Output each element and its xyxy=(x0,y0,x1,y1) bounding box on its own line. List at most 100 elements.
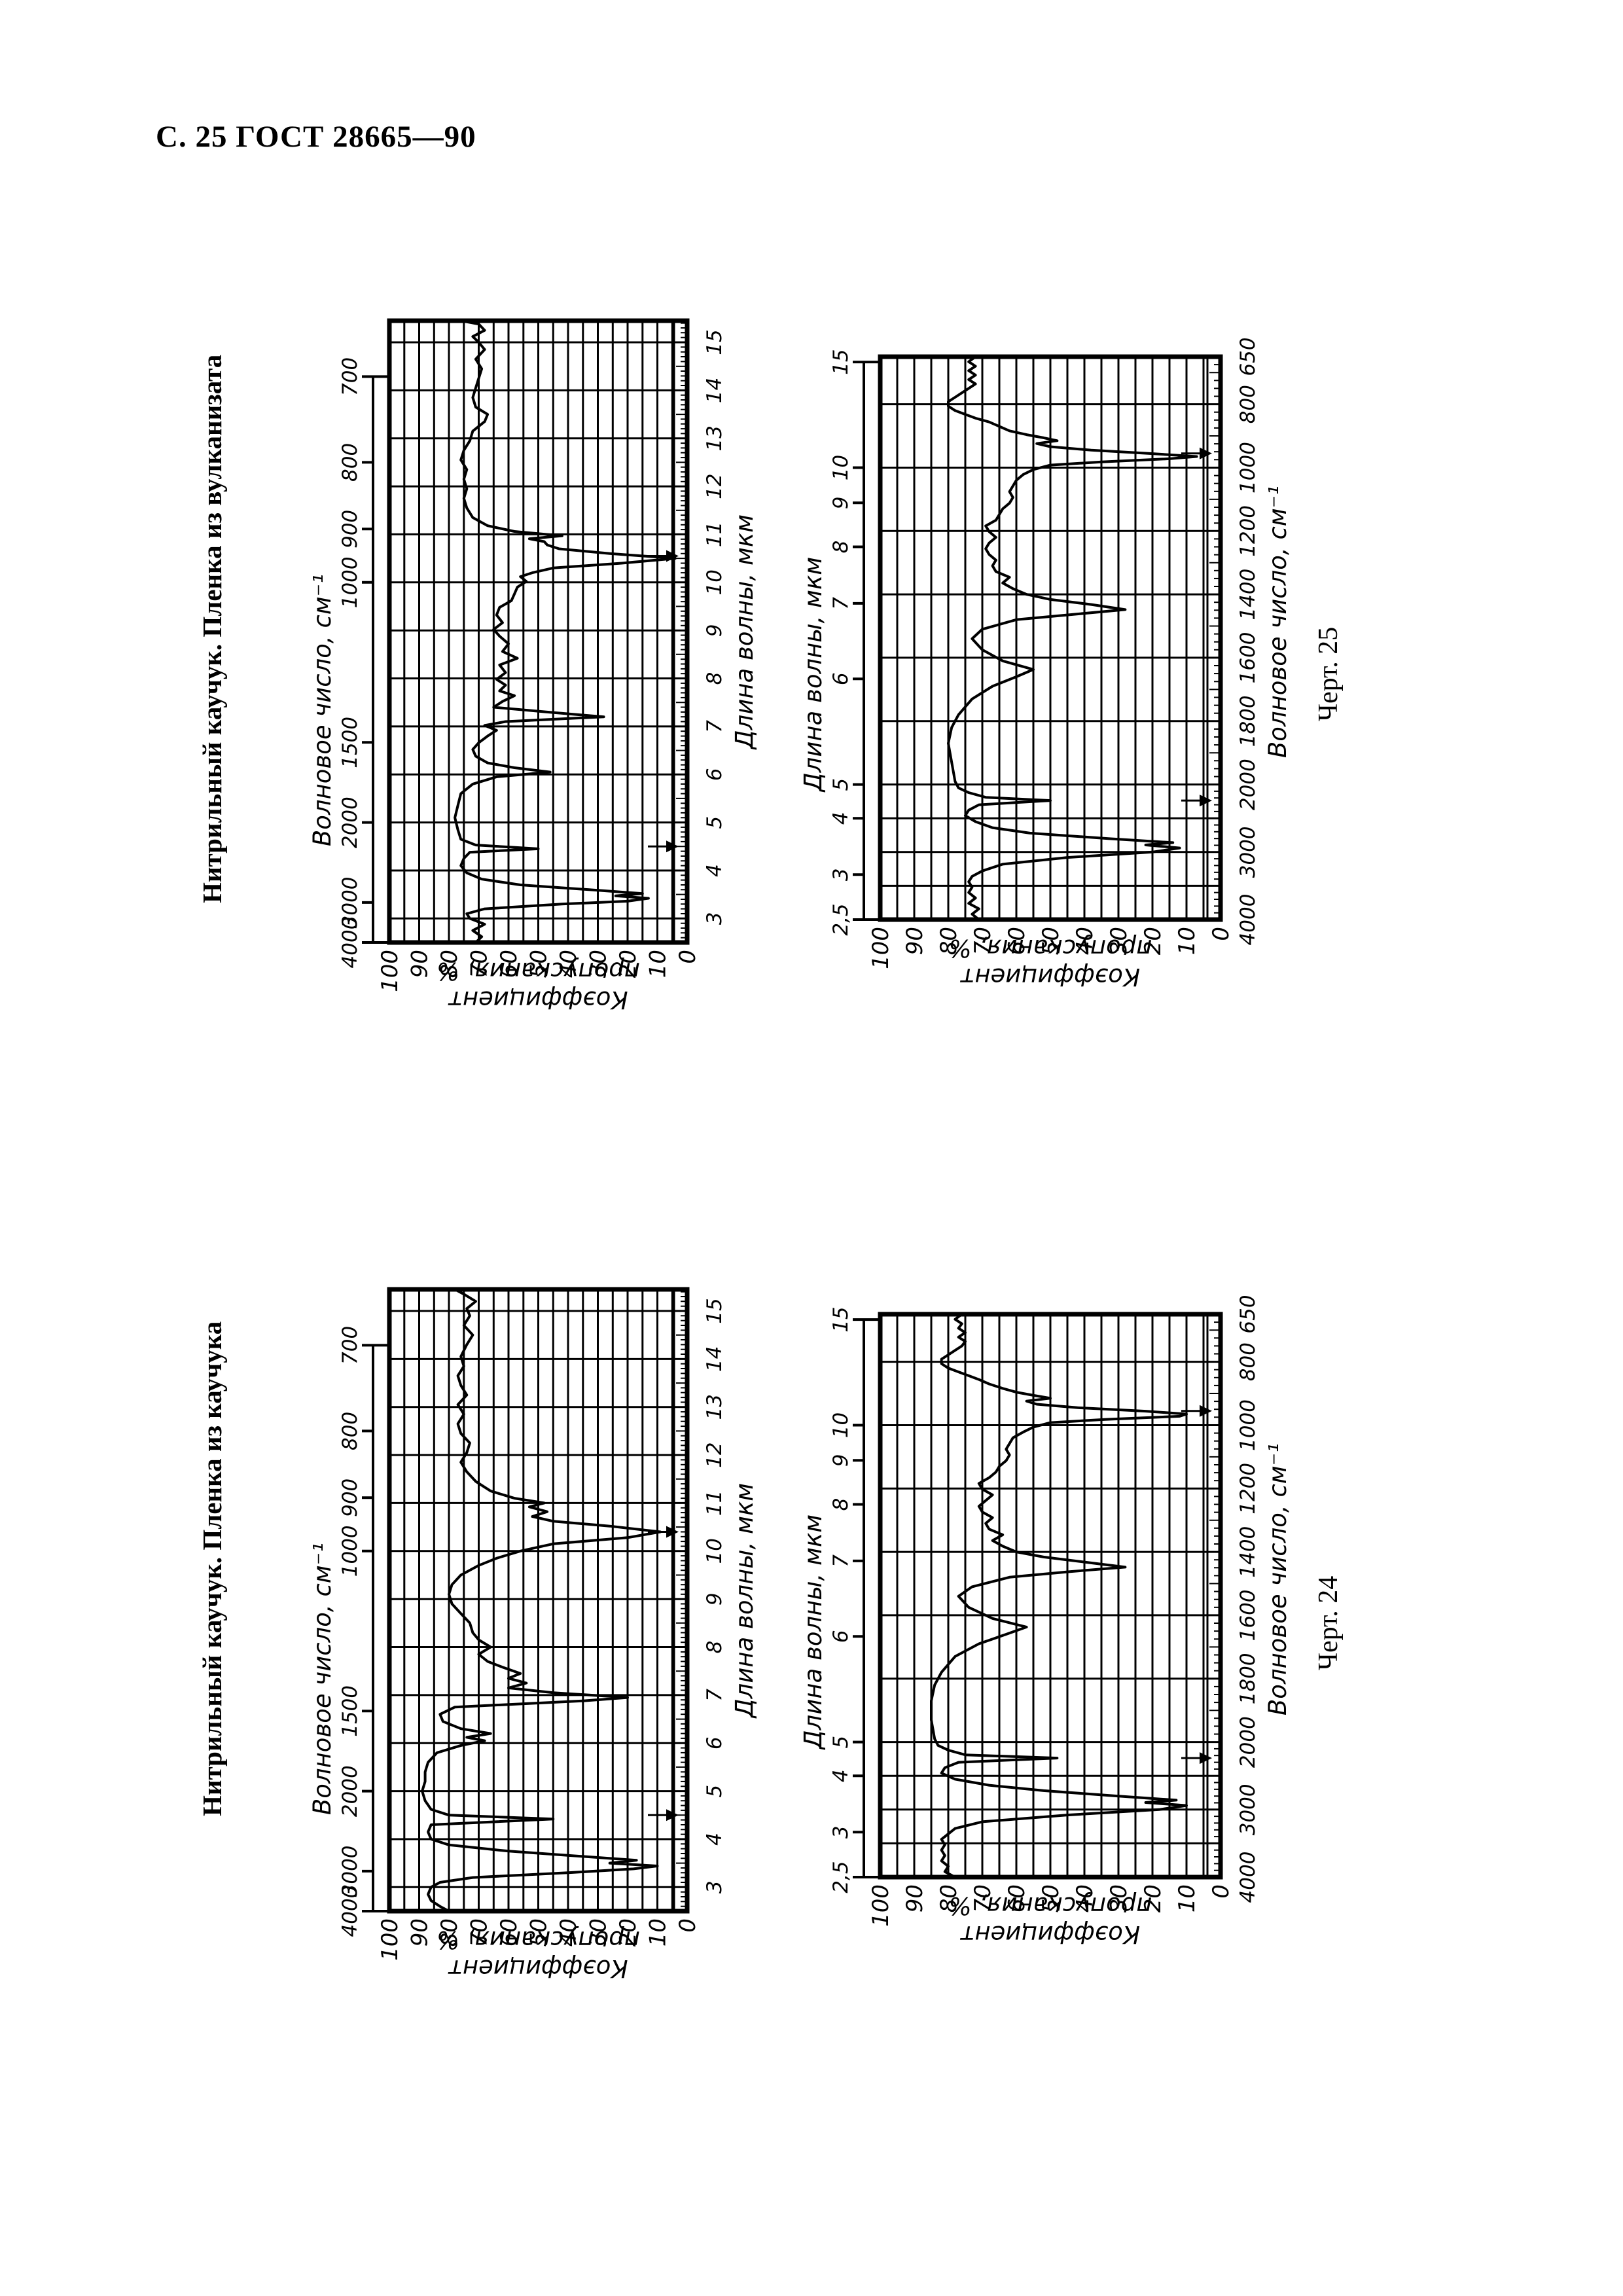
x-bottom-tick-label: 1000 xyxy=(1236,1399,1260,1451)
x-bottom-tick-label: 8 xyxy=(703,672,726,685)
y-tick-label: 80 xyxy=(936,927,962,955)
x-top-tick-label: 2,5 xyxy=(829,1861,853,1893)
x-bottom-tick-label: 650 xyxy=(1236,337,1260,376)
y-tick-label: 70 xyxy=(970,927,996,955)
x-bottom-tick-label: 13 xyxy=(703,425,726,451)
x-bottom-tick-label: 9 xyxy=(703,1592,726,1605)
x-bottom-tick-label: 7 xyxy=(703,720,726,733)
y-tick-label: 30 xyxy=(1106,1884,1132,1912)
x-top-tick-label: 4000 xyxy=(338,1886,362,1937)
x-top-tick-label: 9 xyxy=(829,1454,853,1467)
x-top-tick-label: 800 xyxy=(338,1412,362,1450)
x-top-axis-title: Волновое число, см⁻¹ xyxy=(308,1543,336,1815)
ir-spectrum-rubber-wavenumber-chart: 2,5 3 4 5 6 7 8 9 10 15 Длина волны, мкм 4000 3000 20… xyxy=(730,1278,1296,1948)
y-tick-label: 50 xyxy=(1038,1884,1064,1912)
y-tick-label: 50 xyxy=(526,950,552,978)
x-bottom-tick-label: 7 xyxy=(703,1689,726,1702)
x-bottom-tick-label: 800 xyxy=(1236,385,1260,423)
x-bottom-tick-label: 8 xyxy=(703,1641,726,1654)
band-marker-arrow xyxy=(1181,447,1212,459)
y-tick-label: 100 xyxy=(868,927,894,969)
x-bottom-axis-title: Длина волны, мкм xyxy=(730,514,758,750)
y-tick-label: 40 xyxy=(1072,927,1098,955)
y-tick-label: 0 xyxy=(675,950,701,964)
x-bottom-tick-label: 11 xyxy=(703,1490,726,1516)
y-tick-label: 60 xyxy=(496,1918,522,1946)
band-marker-arrow xyxy=(648,840,679,853)
x-bottom-tick-label: 14 xyxy=(703,378,726,403)
y-tick-label: 100 xyxy=(377,950,403,992)
x-bottom-tick-label: 650 xyxy=(1236,1295,1260,1333)
y-tick-label: 10 xyxy=(645,1918,671,1946)
x-top-tick-label: 4 xyxy=(829,812,853,825)
figure-24-chart-right-area: 2,5 3 4 5 6 7 8 9 10 15 Длина волны, мкм 4000 3000 20… xyxy=(730,1278,1296,1948)
x-bottom-tick-label: 6 xyxy=(703,768,726,781)
x-bottom-tick-label: 1000 xyxy=(1236,442,1260,493)
x-top-tick-label: 3 xyxy=(829,1825,853,1839)
y-tick-label: 40 xyxy=(556,950,582,978)
y-tick-label: 100 xyxy=(868,1884,894,1927)
y-axis-title: Коэффициентпропускания, % xyxy=(437,957,640,1014)
x-bottom-tick-label: 3000 xyxy=(1236,826,1260,878)
band-marker-arrow xyxy=(1181,1405,1212,1417)
y-tick-label: 20 xyxy=(615,950,641,978)
y-tick-label: 70 xyxy=(970,1884,996,1912)
x-bottom-tick-label: 12 xyxy=(703,1442,726,1467)
x-bottom-tick-label: 3 xyxy=(703,1880,726,1893)
y-tick-label: 30 xyxy=(586,950,612,978)
x-top-tick-label: 10 xyxy=(829,1412,853,1438)
y-tick-label: 50 xyxy=(526,1918,552,1946)
y-axis-title: Коэффициентпропускания, % xyxy=(437,1926,640,1982)
y-tick-label: 0 xyxy=(1208,1884,1234,1899)
x-top-tick-label: 1000 xyxy=(338,556,362,608)
x-top-tick-label: 6 xyxy=(829,672,853,685)
x-top-tick-label: 900 xyxy=(338,510,362,548)
x-top-tick-label: 3000 xyxy=(338,876,362,928)
x-bottom-tick-label: 4000 xyxy=(1236,1852,1260,1903)
y-tick-label: 80 xyxy=(437,1918,463,1946)
x-top-tick-label: 700 xyxy=(338,1326,362,1365)
x-top-tick-label: 900 xyxy=(338,1479,362,1517)
y-tick-label: 90 xyxy=(407,950,433,978)
x-bottom-tick-label: 1200 xyxy=(1236,505,1260,557)
x-top-tick-label: 7 xyxy=(829,1554,853,1568)
y-tick-label: 20 xyxy=(1140,927,1166,955)
x-bottom-tick-label: 1800 xyxy=(1236,695,1260,747)
figure-25-chart-right-area: 2,5 3 4 5 6 7 8 9 10 15 Длина волны, мкм 4000 3000 20… xyxy=(730,321,1296,991)
x-top-axis-title: Волновое число, см⁻¹ xyxy=(308,574,336,846)
x-top-tick-label: 15 xyxy=(829,1306,853,1332)
x-top-tick-label: 800 xyxy=(338,443,362,482)
spectrum-curve xyxy=(947,355,1198,921)
y-tick-label: 20 xyxy=(615,1918,641,1946)
x-bottom-tick-label: 10 xyxy=(703,569,726,595)
x-bottom-tick-label: 10 xyxy=(703,1538,726,1564)
x-top-tick-label: 8 xyxy=(829,541,853,554)
x-top-tick-label: 10 xyxy=(829,455,853,480)
x-top-tick-label: 8 xyxy=(829,1498,853,1511)
y-tick-label: 10 xyxy=(1174,1884,1200,1912)
figure-24-title: Нитрильный каучук. Пленка из каучука xyxy=(197,1321,227,1816)
x-bottom-tick-label: 14 xyxy=(703,1346,726,1372)
x-bottom-tick-label: 800 xyxy=(1236,1342,1260,1381)
y-tick-label: 60 xyxy=(1004,1884,1030,1912)
figure-24-title-block: Нитрильный каучук. Пленка из каучука xyxy=(194,1321,230,1816)
x-bottom-tick-label: 15 xyxy=(703,329,726,355)
figure-25-caption: Черт. 25 xyxy=(1313,626,1344,722)
x-bottom-tick-label: 13 xyxy=(703,1394,726,1420)
y-tick-label: 70 xyxy=(467,1918,493,1946)
x-top-tick-label: 4000 xyxy=(338,917,362,969)
x-bottom-tick-label: 5 xyxy=(703,816,726,829)
y-tick-label: 30 xyxy=(586,1918,612,1946)
x-top-axis-title: Длина волны, мкм xyxy=(799,557,827,793)
x-bottom-tick-label: 3000 xyxy=(1236,1784,1260,1835)
ir-spectrum-rubber-wavelength-chart: 4000 3000 2000 1500 1000 900 800 700 Волновое чи… xyxy=(239,1253,762,1982)
figure-25-chart-left-area: 4000 3000 2000 1500 1000 900 800 700 Волновое чи… xyxy=(239,285,762,1014)
figure-25-title-block: Нитрильный каучук. Пленка из вулканизата xyxy=(194,355,230,903)
figure-24-caption: Черт. 24 xyxy=(1313,1575,1344,1671)
y-tick-label: 0 xyxy=(675,1918,701,1933)
y-axis-title: Коэффициентпропускания, % xyxy=(949,934,1152,991)
x-bottom-tick-label: 1200 xyxy=(1236,1463,1260,1515)
x-top-tick-label: 2000 xyxy=(338,797,362,848)
x-bottom-tick-label: 12 xyxy=(703,473,726,499)
